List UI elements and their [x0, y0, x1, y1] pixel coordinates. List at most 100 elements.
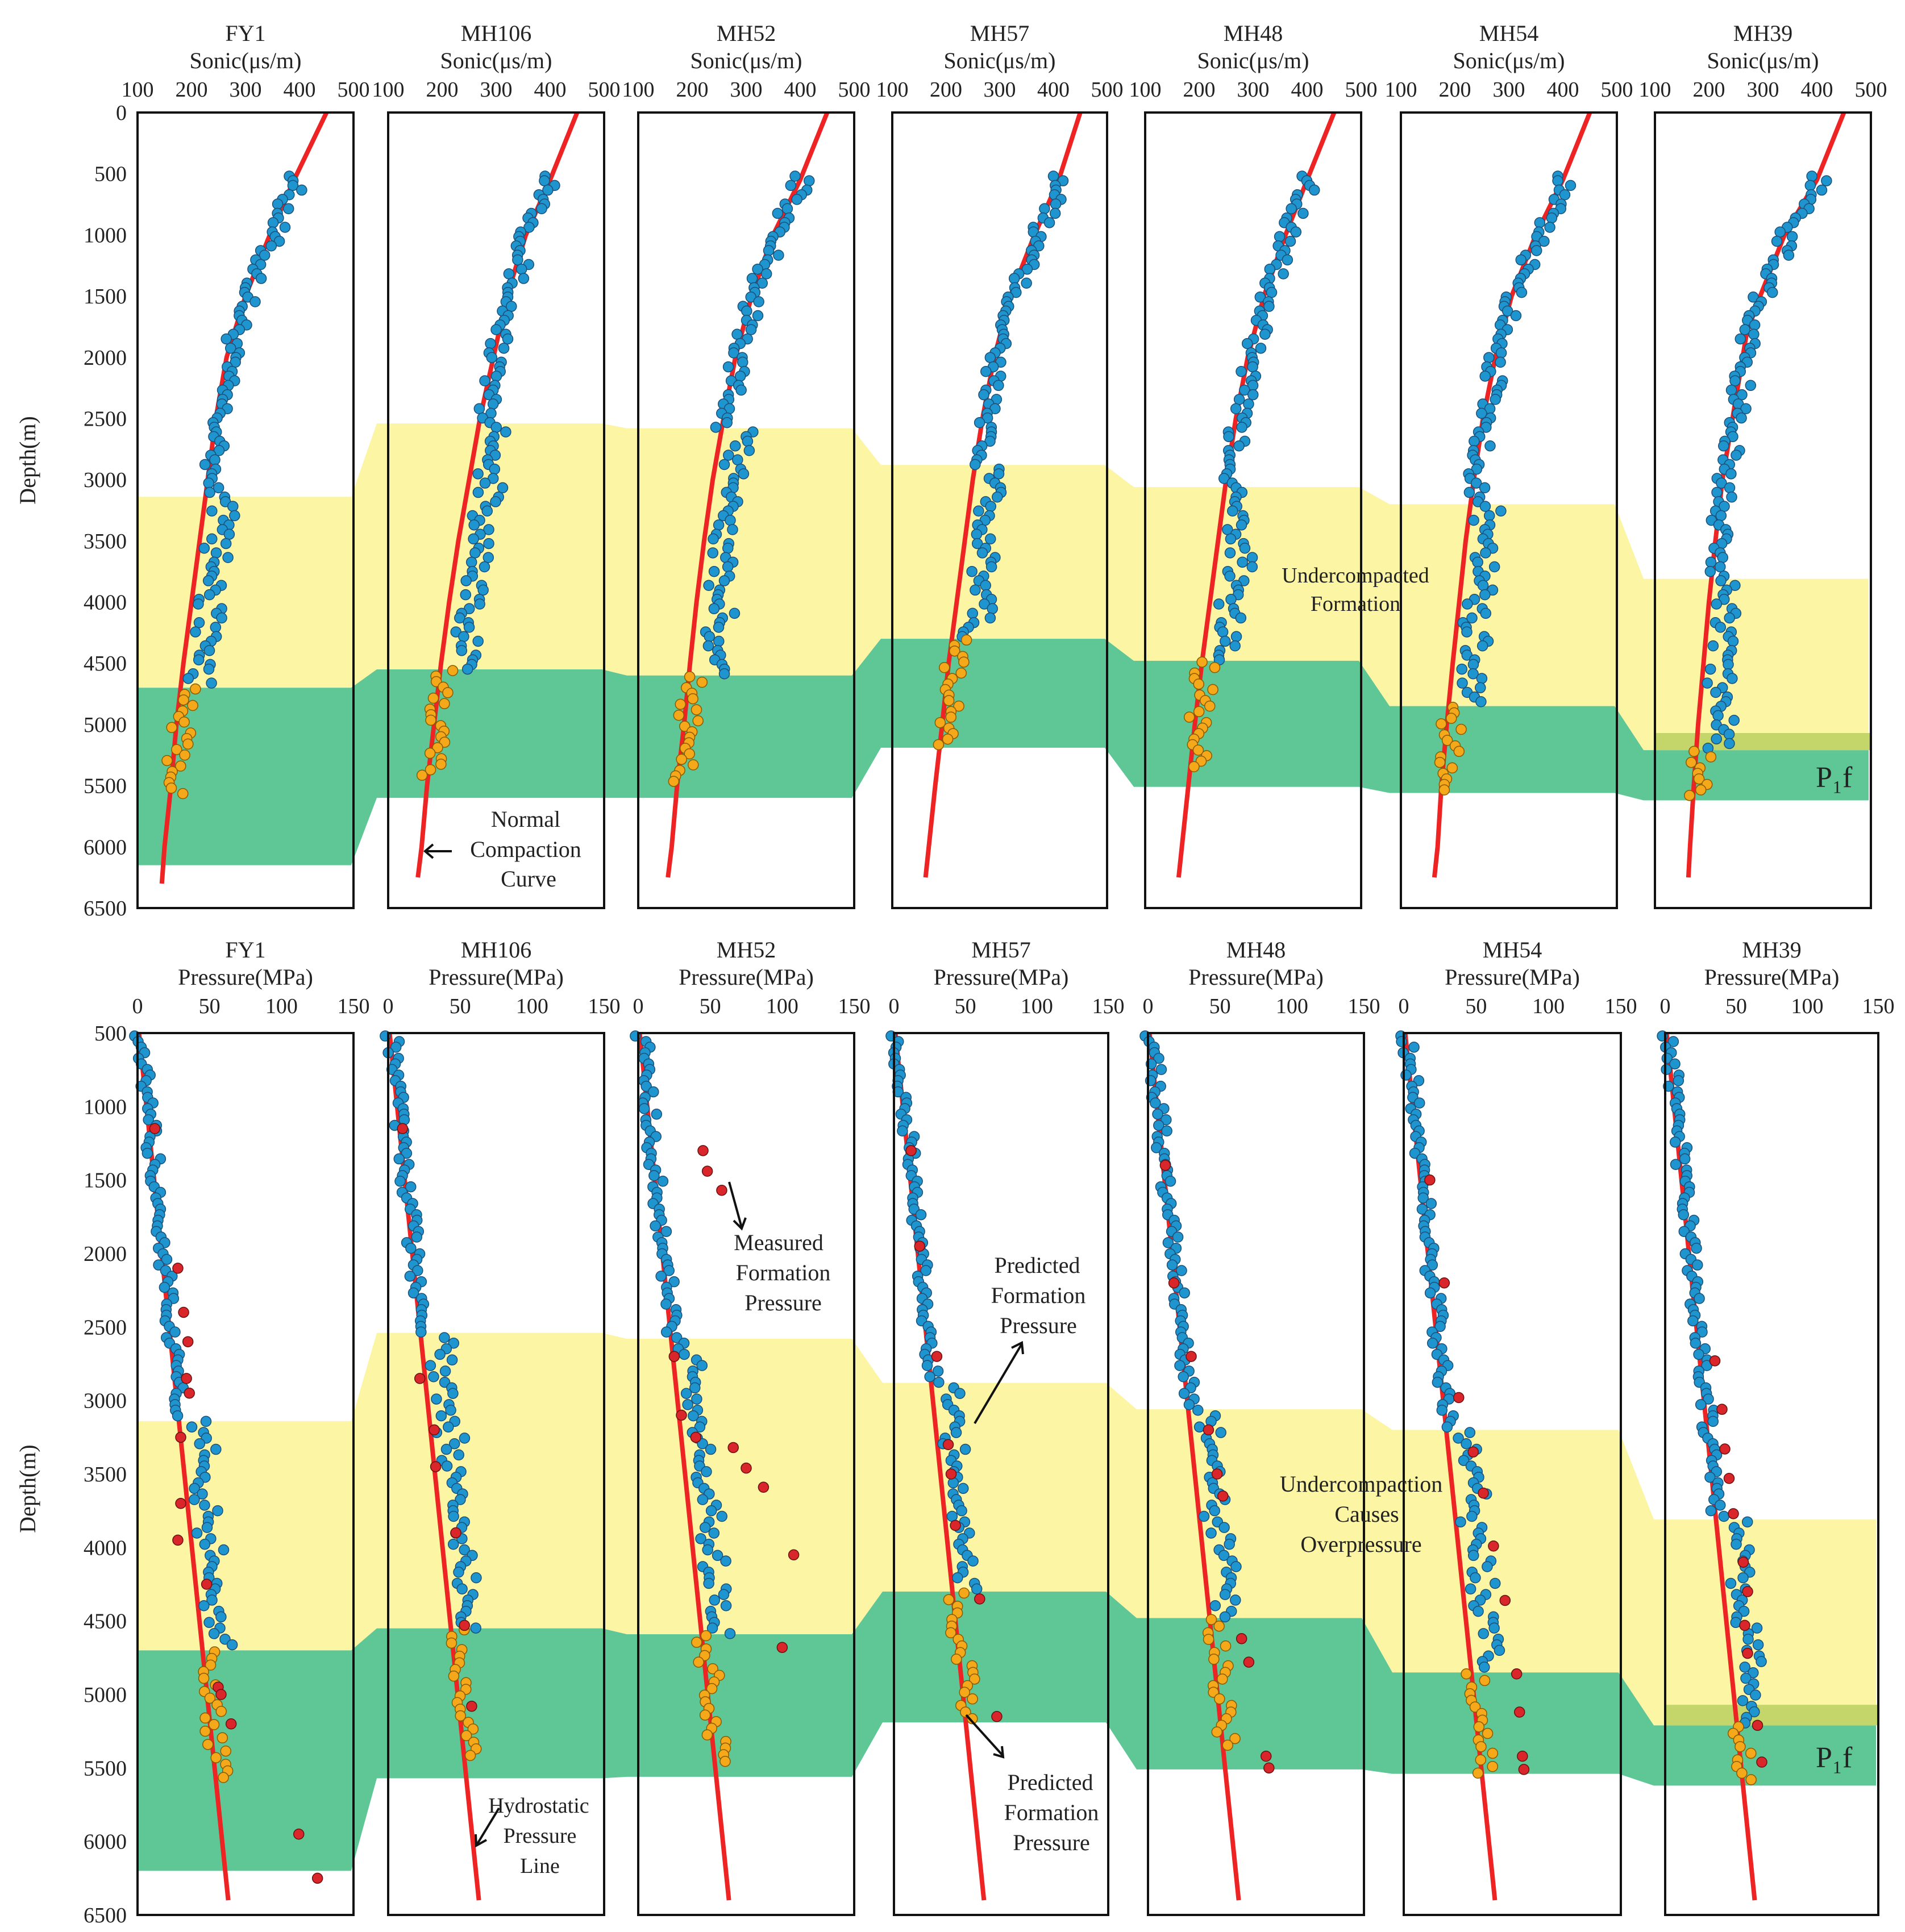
log-point-MH54: [1488, 561, 1500, 573]
log-point-MH57: [950, 1427, 962, 1438]
log-point-MH57: [971, 1583, 983, 1595]
panel-frame-MH39-1: [1664, 1032, 1879, 1916]
y-tick-label-0: 6500: [84, 897, 127, 921]
measured-point-MH54: [1453, 1392, 1465, 1404]
log-point-MH54: [1417, 1192, 1429, 1204]
pf-point-MH57: [934, 717, 946, 728]
log-point-MH39: [1748, 328, 1760, 340]
log-point-MH52: [682, 1399, 693, 1410]
log-point-MH106: [502, 333, 514, 345]
log-point-MH39: [1748, 1667, 1759, 1679]
log-point-MH39: [1750, 1689, 1761, 1701]
panel-xlabel-MH39-0: Sonic(μs/m): [1707, 48, 1819, 73]
pf-point-MH57: [945, 1627, 956, 1639]
measured-point-FY1: [172, 1263, 184, 1274]
log-point-MH52: [773, 249, 784, 261]
x-tick-label-MH54-0: 200: [1439, 78, 1471, 102]
log-point-FY1: [197, 1488, 208, 1500]
pf-point-MH106: [425, 714, 436, 726]
pf-point-MH52: [691, 704, 702, 715]
log-point-MH52: [729, 607, 741, 619]
log-point-MH39: [1717, 552, 1728, 563]
log-point-MH52: [732, 454, 743, 466]
measured-point-MH54: [1467, 1446, 1479, 1458]
annotation-hydro-line3: Line: [520, 1854, 560, 1878]
log-point-MH52: [718, 575, 730, 586]
annotation-measured-line3: Pressure: [744, 1290, 822, 1315]
pf-point-FY1: [177, 788, 189, 800]
y-tick-label-0: 4000: [84, 591, 127, 615]
log-point-MH52: [718, 1589, 730, 1600]
measured-point-MH57: [991, 1711, 1003, 1722]
annotation-predicted1-line2: Formation: [991, 1283, 1086, 1308]
x-tick-label-MH54-1: 150: [1605, 994, 1637, 1018]
measured-point-MH54: [1513, 1706, 1525, 1718]
log-point-MH54: [1515, 254, 1527, 266]
log-point-MH106: [435, 1410, 447, 1422]
measured-point-FY1: [215, 1689, 227, 1700]
annotation-overpressure: Undercompaction Causes Overpressure: [1280, 1471, 1443, 1557]
log-point-MH54: [1565, 180, 1577, 191]
log-point-MH106: [441, 1460, 453, 1472]
log-point-MH48: [1217, 626, 1229, 638]
y-tick-label-0: 1500: [84, 285, 127, 309]
log-point-MH48: [1229, 640, 1241, 652]
log-point-MH106: [479, 561, 490, 573]
log-point-MH48: [1255, 343, 1267, 354]
log-point-MH48: [1164, 1175, 1176, 1187]
x-tick-label-MH39-0: 300: [1747, 78, 1779, 102]
log-point-MH54: [1469, 435, 1480, 447]
panel-frame-FY1-0: [136, 111, 355, 909]
undercompacted-band-0: [138, 423, 1869, 751]
x-tick-label-MH57-1: 0: [889, 994, 900, 1018]
log-point-FY1: [186, 1421, 198, 1433]
log-point-MH52: [718, 668, 730, 680]
pf-point-MH106: [448, 1670, 460, 1682]
log-point-MH106: [443, 1421, 454, 1433]
log-point-MH48: [1215, 1427, 1226, 1438]
log-point-MH57: [984, 533, 996, 545]
log-point-FY1: [206, 677, 217, 689]
log-point-MH48: [1247, 389, 1259, 401]
log-point-FY1: [203, 589, 215, 601]
log-point-MH39: [1694, 1293, 1705, 1304]
measured-point-MH106: [430, 1461, 442, 1472]
pf-point-MH48: [1204, 700, 1216, 712]
log-point-MH57: [978, 389, 989, 401]
log-point-FY1: [199, 1500, 210, 1511]
log-point-MH54: [1461, 626, 1473, 638]
log-point-MH39: [1745, 380, 1757, 392]
measured-point-MH39: [1709, 1355, 1721, 1367]
log-point-MH48: [1172, 1231, 1184, 1243]
log-point-MH39: [1705, 1505, 1717, 1517]
log-point-MH39: [1786, 231, 1798, 243]
log-point-FY1: [206, 505, 218, 517]
log-point-MH57: [992, 491, 1003, 503]
log-point-MH106: [447, 1388, 459, 1400]
x-tick-label-MH48-0: 100: [1129, 78, 1162, 102]
log-point-MH48: [1274, 231, 1286, 243]
log-point-MH54: [1490, 394, 1501, 405]
log-point-MH52: [712, 1550, 723, 1562]
pf-point-FY1: [178, 694, 189, 706]
log-point-MH54: [1456, 663, 1468, 675]
log-point-MH39: [1783, 249, 1795, 261]
log-point-MH57: [984, 435, 996, 447]
log-point-MH39: [1737, 1572, 1749, 1584]
panel-xlabel-MH52-1: Pressure(MPa): [679, 964, 814, 990]
log-point-MH54: [1426, 1259, 1438, 1271]
log-point-MH54: [1473, 1605, 1484, 1617]
log-point-MH54: [1467, 668, 1479, 680]
x-tick-label-MH106-1: 100: [516, 994, 548, 1018]
log-point-MH106: [439, 1365, 451, 1377]
log-point-MH106: [471, 1572, 482, 1584]
pf-point-MH54: [1453, 746, 1465, 757]
log-point-MH106: [490, 422, 502, 433]
log-point-MH106: [394, 1175, 406, 1187]
log-point-MH48: [1161, 1114, 1172, 1126]
x-tick-label-MH39-1: 100: [1791, 994, 1824, 1018]
log-point-MH39: [1711, 486, 1723, 498]
panel-xlabel-MH54-1: Pressure(MPa): [1445, 964, 1580, 990]
log-point-FY1: [194, 1438, 205, 1450]
log-point-MH52: [638, 1103, 650, 1114]
